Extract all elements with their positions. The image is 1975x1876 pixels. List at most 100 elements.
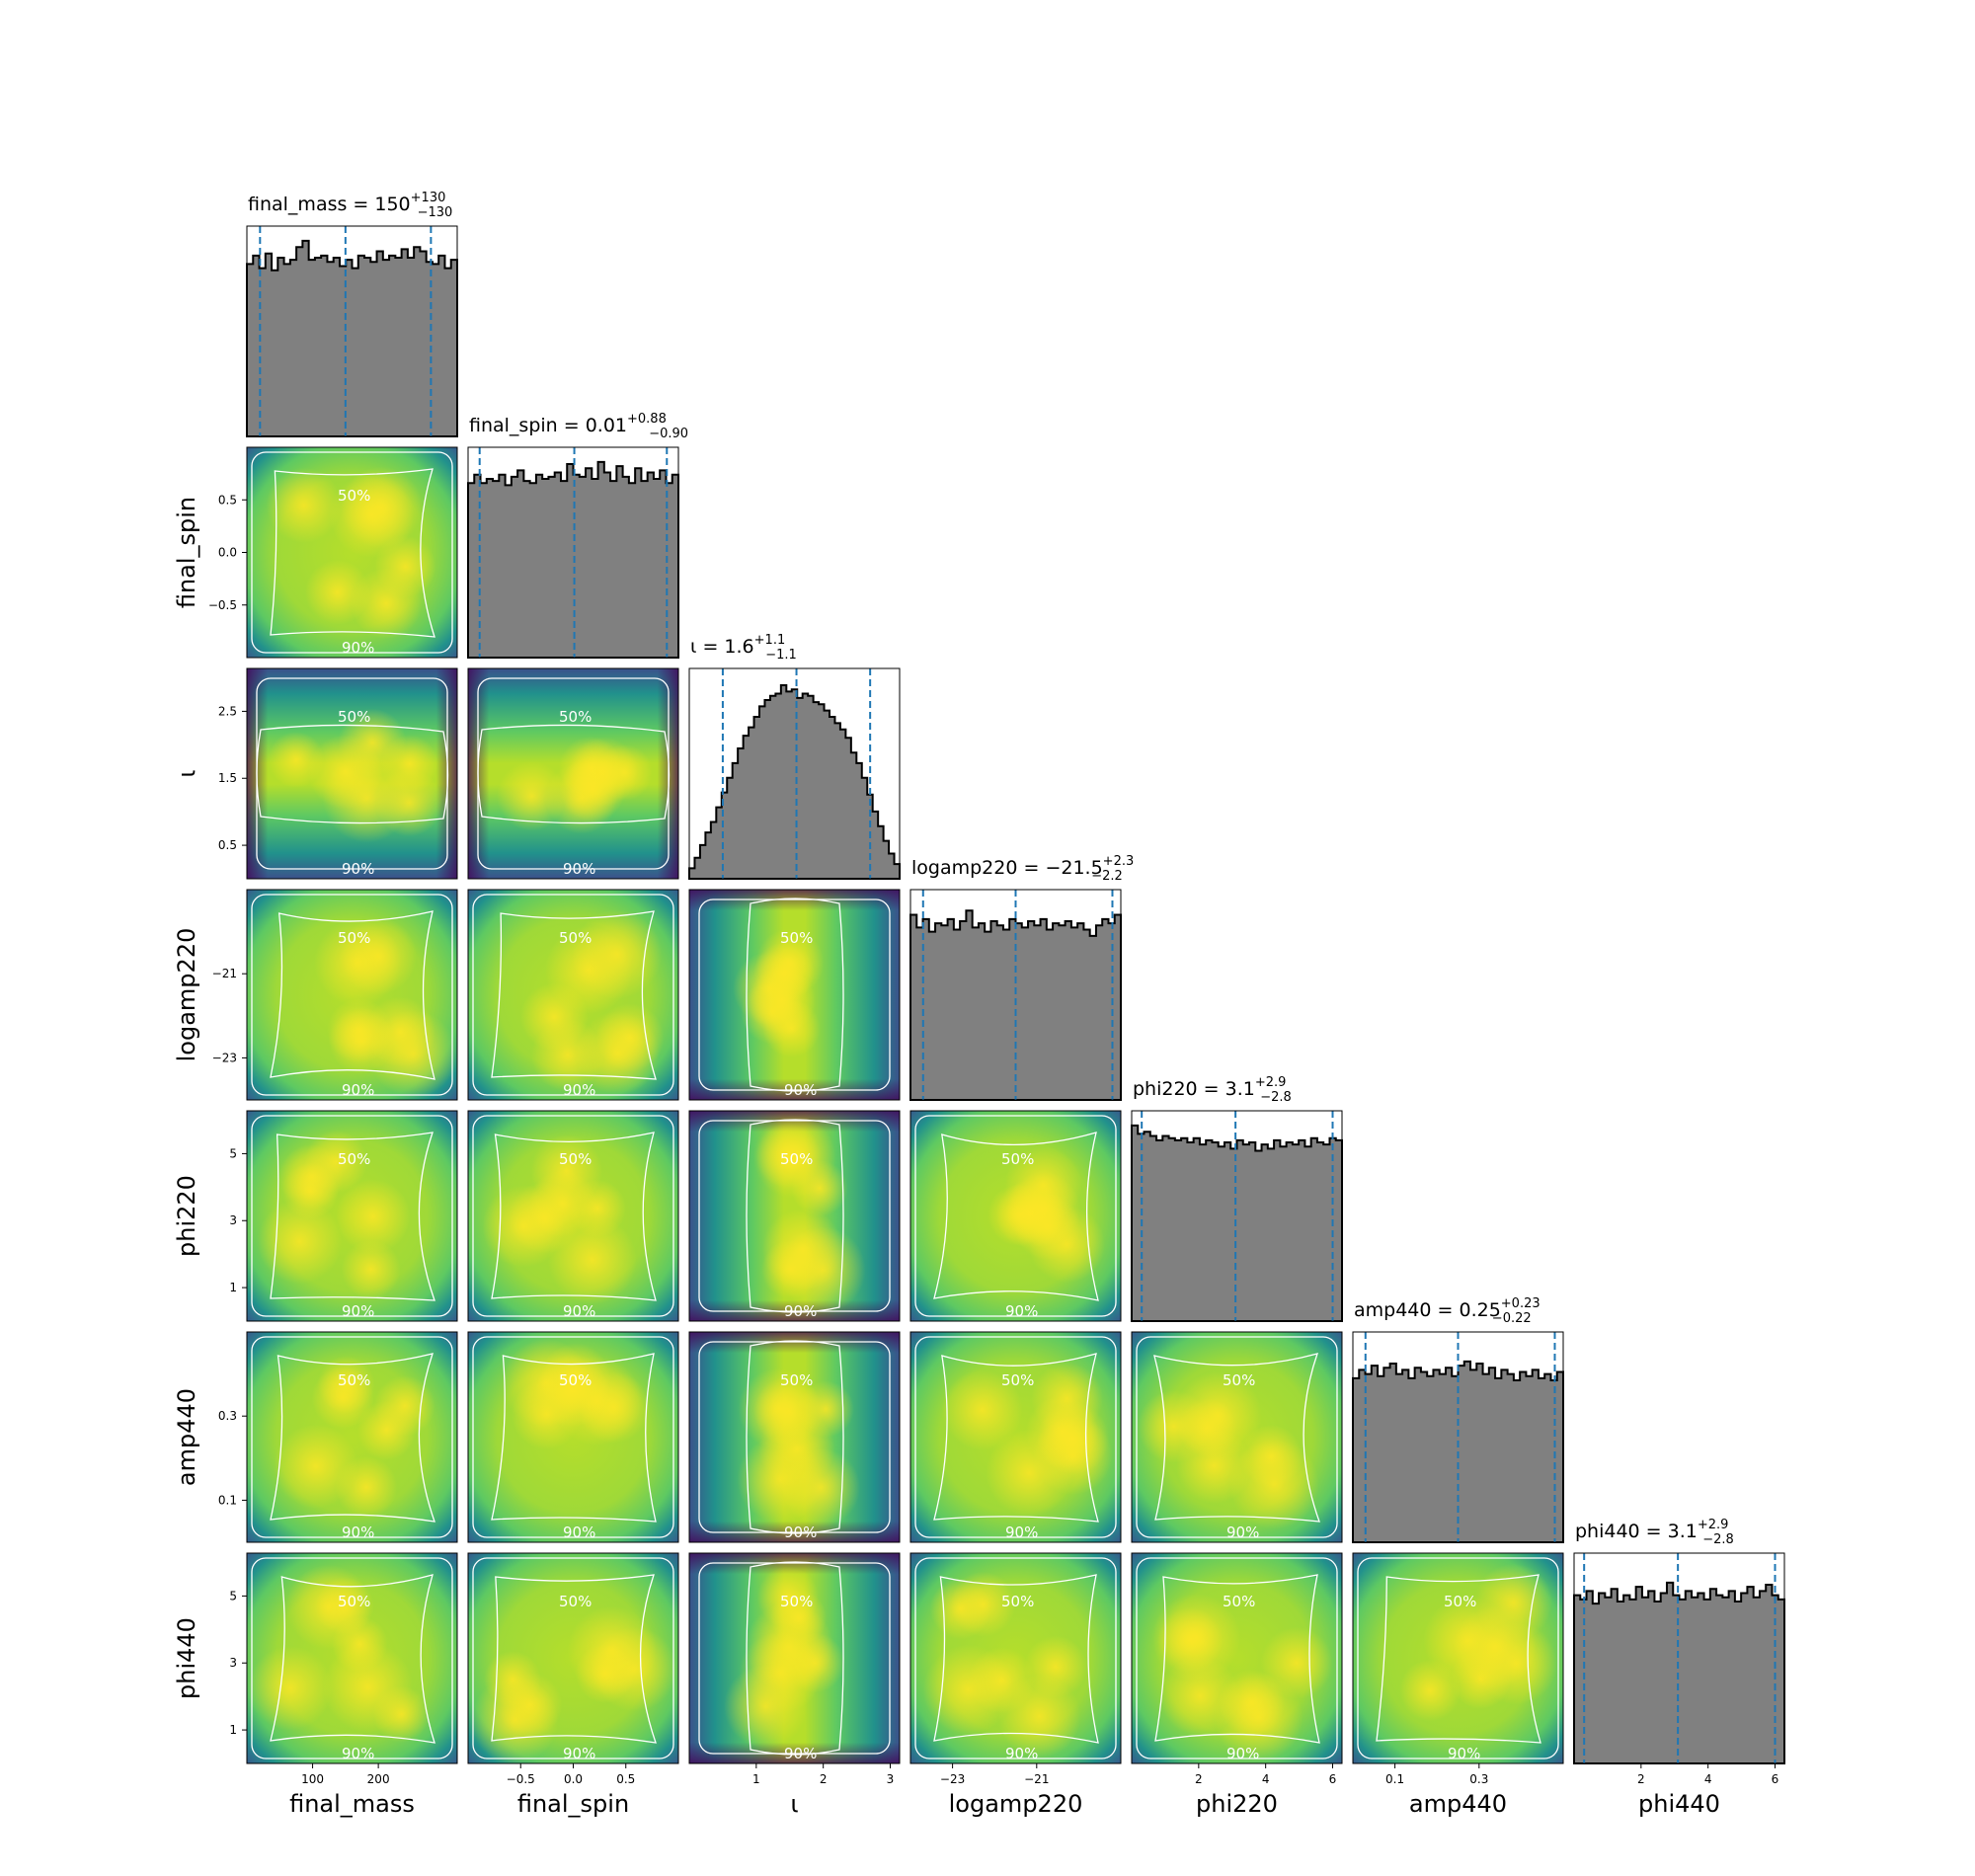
density-panel-ι-vs-phi440: 50% 90%: [688, 1552, 901, 1764]
y-tick-label: 3: [229, 1213, 237, 1227]
histogram-final_mass: final_mass = 150+130 −130: [246, 191, 458, 437]
x-tick-label: 1: [752, 1772, 760, 1786]
contour-label-50: 50%: [559, 929, 592, 947]
panel-frame: [246, 1110, 458, 1322]
y-tick-label: 0.3: [218, 1409, 237, 1423]
contour-label-90: 90%: [1005, 1302, 1038, 1320]
panel-frame: [246, 1331, 458, 1543]
contour-50: [491, 1574, 657, 1744]
contour-label-50: 50%: [780, 1593, 813, 1610]
contour-50: [270, 1132, 435, 1301]
contour-label-50: 50%: [780, 1371, 813, 1389]
x-tick-label: 2: [820, 1772, 828, 1786]
contour-label-50: 50%: [780, 1150, 813, 1168]
contour-label-90: 90%: [1005, 1524, 1038, 1541]
histogram-bars: [1573, 1581, 1785, 1764]
contour-label-50: 50%: [1444, 1593, 1476, 1610]
panel-frame: [1131, 1331, 1343, 1543]
contour-90: [472, 1557, 674, 1759]
density-panel-final_spin-vs-logamp220: 50% 90%: [467, 889, 679, 1101]
y-tick-label: 2.5: [218, 704, 237, 718]
x-tick-label: 2: [1637, 1772, 1645, 1786]
panel-frame: [246, 225, 458, 437]
panel-frame: [688, 1110, 901, 1322]
contour-50: [491, 1132, 657, 1301]
contour-50: [270, 1574, 435, 1744]
contour-label-90: 90%: [1005, 1745, 1038, 1762]
contour-90: [914, 1115, 1117, 1317]
y-tick-label: 0.5: [218, 838, 237, 852]
contour-label-50: 50%: [338, 929, 370, 947]
contour-label-50: 50%: [780, 929, 813, 947]
density-panel-logamp220-vs-phi220: 50% 90%: [909, 1110, 1122, 1322]
panel-frame: [688, 1331, 901, 1543]
contour-90: [1136, 1557, 1338, 1759]
density-panel-final_mass-vs-logamp220: 50% 90%: [246, 889, 458, 1101]
panel-frame: [688, 1552, 901, 1764]
y-tick-label: 1: [229, 1723, 237, 1737]
panel-frame: [246, 667, 458, 880]
contour-label-90: 90%: [563, 1524, 595, 1541]
density-panel-logamp220-vs-amp440: 50% 90%: [909, 1331, 1122, 1543]
x-tick-label: 0.3: [1469, 1772, 1488, 1786]
contour-label-90: 90%: [784, 1081, 817, 1099]
panel-frame: [909, 1552, 1122, 1764]
contour-label-50: 50%: [338, 708, 370, 726]
contour-label-90: 90%: [784, 1745, 817, 1762]
density-panel-final_spin-vs-phi440: 50% 90%: [467, 1552, 679, 1764]
contour-50: [933, 1574, 1099, 1744]
contour-50: [270, 910, 435, 1080]
contour-50: [933, 1353, 1099, 1523]
title-final_mass: final_mass = 150+130 −130: [248, 191, 452, 220]
contour-50: [477, 724, 671, 824]
x-tick-label: 100: [301, 1772, 324, 1786]
y-tick-label: 0.5: [218, 493, 237, 507]
contour-50: [270, 1353, 435, 1523]
panel-frame: [1131, 1552, 1343, 1764]
title-amp440: amp440 = 0.25+0.23 −0.22: [1354, 1296, 1540, 1326]
x-tick-label: −0.5: [507, 1772, 535, 1786]
contour-label-90: 90%: [563, 860, 595, 878]
density-panel-ι-vs-amp440: 50% 90%: [688, 1331, 901, 1543]
contour-90: [698, 1341, 891, 1533]
density-panel-logamp220-vs-phi440: 50% 90%: [909, 1552, 1122, 1764]
histogram-logamp220: logamp220 = −21.5+2.3 −2.2: [909, 854, 1134, 1101]
x-tick-label: 6: [1329, 1772, 1337, 1786]
contour-90: [472, 1336, 674, 1538]
y-tick-label: 3: [229, 1656, 237, 1670]
contour-50: [1153, 1353, 1320, 1523]
contour-label-50: 50%: [338, 487, 370, 505]
histogram-ι: ι = 1.6+1.1 −1.1: [688, 633, 901, 880]
contour-label-50: 50%: [1223, 1593, 1255, 1610]
contour-90: [1136, 1336, 1338, 1538]
x-axis-label-final_spin: final_spin: [517, 1790, 629, 1818]
panel-frame: [467, 667, 679, 880]
title-final_spin: final_spin = 0.01+0.88 −0.90: [469, 412, 688, 441]
density-panel-final_spin-vs-ι: 50% 90%: [467, 667, 679, 880]
contour-label-90: 90%: [342, 639, 374, 657]
x-axis-label-phi440: phi440: [1638, 1790, 1720, 1818]
contour-label-50: 50%: [338, 1593, 370, 1610]
contour-90: [914, 1336, 1117, 1538]
density-panel-final_mass-vs-phi440: 50% 90%: [246, 1552, 458, 1764]
contour-label-50: 50%: [1001, 1371, 1034, 1389]
contour-label-90: 90%: [563, 1745, 595, 1762]
x-tick-label: 0.0: [564, 1772, 583, 1786]
x-tick-label: 4: [1704, 1772, 1712, 1786]
y-axis-label-logamp220: logamp220: [173, 928, 200, 1062]
density-panel-final_mass-vs-final_spin: 50% 90%: [246, 446, 458, 659]
panel-frame: [467, 446, 679, 659]
contour-label-90: 90%: [563, 1302, 595, 1320]
contour-90: [698, 1562, 891, 1755]
density-panel-final_spin-vs-phi220: 50% 90%: [467, 1110, 679, 1322]
density-panel-phi220-vs-amp440: 50% 90%: [1131, 1331, 1343, 1543]
y-tick-label: −21: [212, 967, 237, 980]
contour-50: [1154, 1574, 1320, 1744]
contour-label-90: 90%: [342, 1745, 374, 1762]
contour-90: [914, 1557, 1117, 1759]
x-axis-label-final_mass: final_mass: [289, 1790, 415, 1818]
contour-90: [698, 1120, 891, 1312]
contour-label-50: 50%: [559, 1593, 592, 1610]
contour-label-90: 90%: [342, 860, 374, 878]
